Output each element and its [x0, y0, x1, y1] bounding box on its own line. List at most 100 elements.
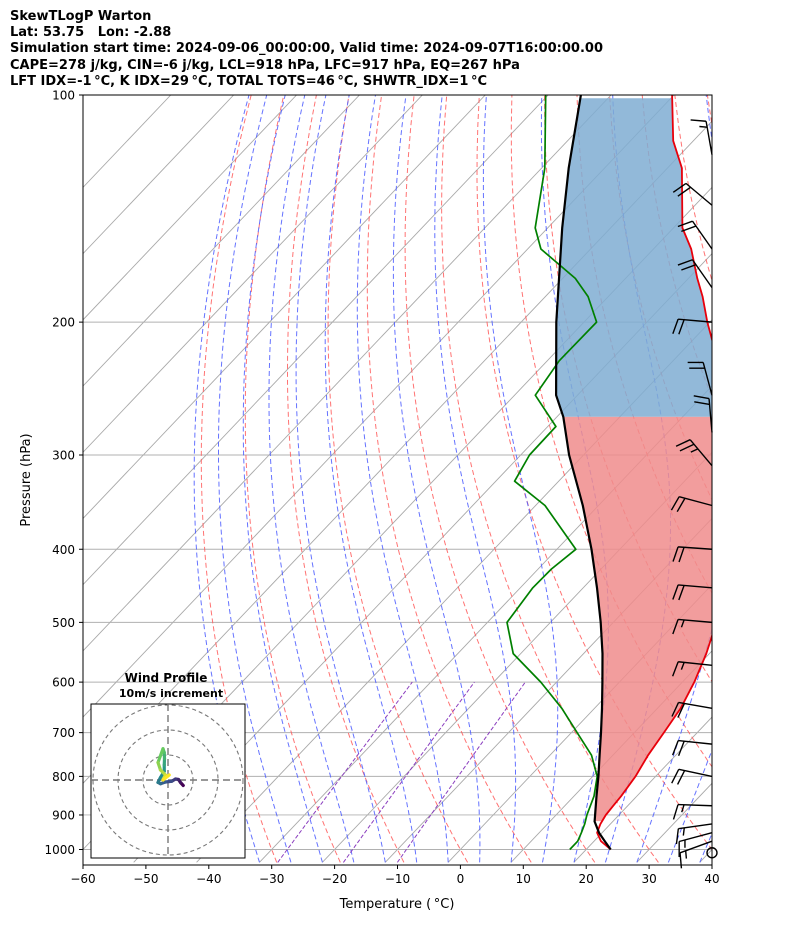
y-tick-label: 700 [52, 726, 75, 740]
wind-barb-flag [672, 804, 679, 820]
wind-barb-flag [677, 703, 686, 718]
y-tick-label: 400 [52, 543, 75, 557]
hodograph-segment [156, 747, 165, 765]
wind-barb [675, 823, 713, 845]
isotherm-line [83, 95, 486, 520]
y-axis-ticks: 100 200 300 400 500 600 700 800 900 1000 [44, 89, 83, 857]
moist-adiabat-line [392, 95, 481, 863]
mixing-ratio-line [342, 681, 475, 863]
isotherm-line [83, 95, 235, 255]
x-tick-label: 30 [641, 872, 656, 886]
moist-adiabat-line [242, 95, 323, 863]
y-tick-label: 600 [52, 676, 75, 690]
indices-line: LFT IDX=-1 °C, K IDX=29 °C, TOTAL TOTS=4… [10, 73, 488, 89]
mixing-ratio-line [396, 681, 526, 863]
wind-barb [672, 803, 713, 820]
wind-barb-flag [679, 443, 695, 452]
wind-barb-half-flag [690, 448, 699, 453]
wind-barb-flag [670, 496, 680, 511]
dry-adiabat-line [200, 95, 278, 863]
wind-barb [677, 259, 713, 289]
isotherm-line [322, 451, 712, 863]
wind-barb-flag [693, 395, 710, 400]
wind-barb-staff [705, 121, 713, 155]
y-tick-label: 900 [52, 808, 75, 822]
x-tick-label: 20 [579, 872, 594, 886]
wind-barb-flag [690, 119, 707, 122]
isotherm-line [259, 385, 712, 863]
location-line: Lat: 53.75 Lon: -2.88 [10, 25, 172, 41]
x-axis-label: Temperature ( °C) [339, 897, 455, 912]
wind-barb-flag [677, 740, 685, 756]
dry-adiabat-line [773, 95, 794, 862]
isotherm-line [83, 95, 612, 652]
wind-barb-flag [677, 259, 693, 266]
isotherm-line [83, 95, 675, 718]
wind-barb [672, 182, 713, 206]
wind-barb [675, 439, 713, 467]
wind-barb-flag [678, 319, 685, 335]
wind-barb [679, 840, 713, 869]
parcel-line [555, 95, 612, 851]
dry-adiabat-line [706, 95, 712, 128]
x-tick-label: −10 [385, 872, 410, 886]
dry-adiabat-line [327, 95, 469, 863]
dry-adiabat-line [366, 95, 532, 863]
y-axis-label: Pressure (hPa) [19, 433, 34, 526]
moist-adiabat-line [193, 95, 260, 863]
wind-barb-flag [675, 439, 691, 447]
wind-barb [687, 361, 713, 396]
moist-adiabat-line [356, 95, 449, 863]
isotherm-line [83, 95, 549, 586]
x-tick-label: −40 [196, 872, 221, 886]
wind-barb-flag [671, 702, 680, 717]
wind-barb [671, 661, 713, 677]
wind-barb-flag [671, 740, 679, 756]
wind-barb [677, 220, 713, 250]
wind-barb-flag [677, 220, 693, 228]
x-tick-label: 0 [457, 872, 465, 886]
wind-barb [672, 584, 713, 601]
dry-adiabat-line [404, 95, 596, 863]
wind-barb-flag [678, 585, 685, 601]
moist-adiabat-line [268, 95, 355, 863]
dry-adiabat-line [287, 95, 405, 863]
moist-adiabat-line [218, 95, 292, 863]
x-tick-label: 10 [516, 872, 531, 886]
isotherm-line [384, 517, 712, 863]
cin-region [563, 416, 712, 822]
isotherm-line [573, 716, 712, 863]
moist-adiabat-line [636, 95, 712, 863]
x-tick-label: −20 [322, 872, 347, 886]
wind-barb-half-flag [680, 662, 685, 670]
temperature-line [596, 95, 712, 851]
wind-barb-flag [671, 661, 679, 677]
x-tick-label: −50 [133, 872, 158, 886]
dewpoint-line [506, 95, 599, 851]
wind-barb-flag [676, 770, 686, 785]
hodograph-inset: Wind Profile 10m/s increment [90, 671, 246, 859]
wind-barb-flag [681, 225, 697, 233]
hodograph-title: Wind Profile [125, 671, 208, 685]
wind-barb [693, 395, 713, 433]
wind-barb-half-flag [684, 850, 688, 859]
wind-barb-staff [685, 182, 713, 206]
wind-barb-flag [672, 182, 687, 193]
wind-barb-flag [694, 401, 710, 406]
wind-barb-flag [679, 852, 683, 869]
hodograph-plot [91, 704, 245, 858]
wind-barb [671, 701, 713, 718]
moist-adiabat-line [699, 832, 712, 863]
y-tick-label: 1000 [44, 843, 75, 857]
moist-adiabat-line [324, 95, 418, 863]
y-tick-label: 500 [52, 616, 75, 630]
hodograph-ring [92, 704, 244, 856]
station-title: SkewTLogP Warton [10, 9, 152, 24]
cape-region [556, 98, 712, 417]
hodograph-segment [161, 773, 171, 782]
mixing-ratio-lines [277, 681, 526, 863]
wind-barb-flag [675, 828, 680, 845]
wind-barb [671, 768, 713, 785]
wind-barb-flag [672, 318, 679, 334]
isotherm-line [447, 584, 712, 863]
